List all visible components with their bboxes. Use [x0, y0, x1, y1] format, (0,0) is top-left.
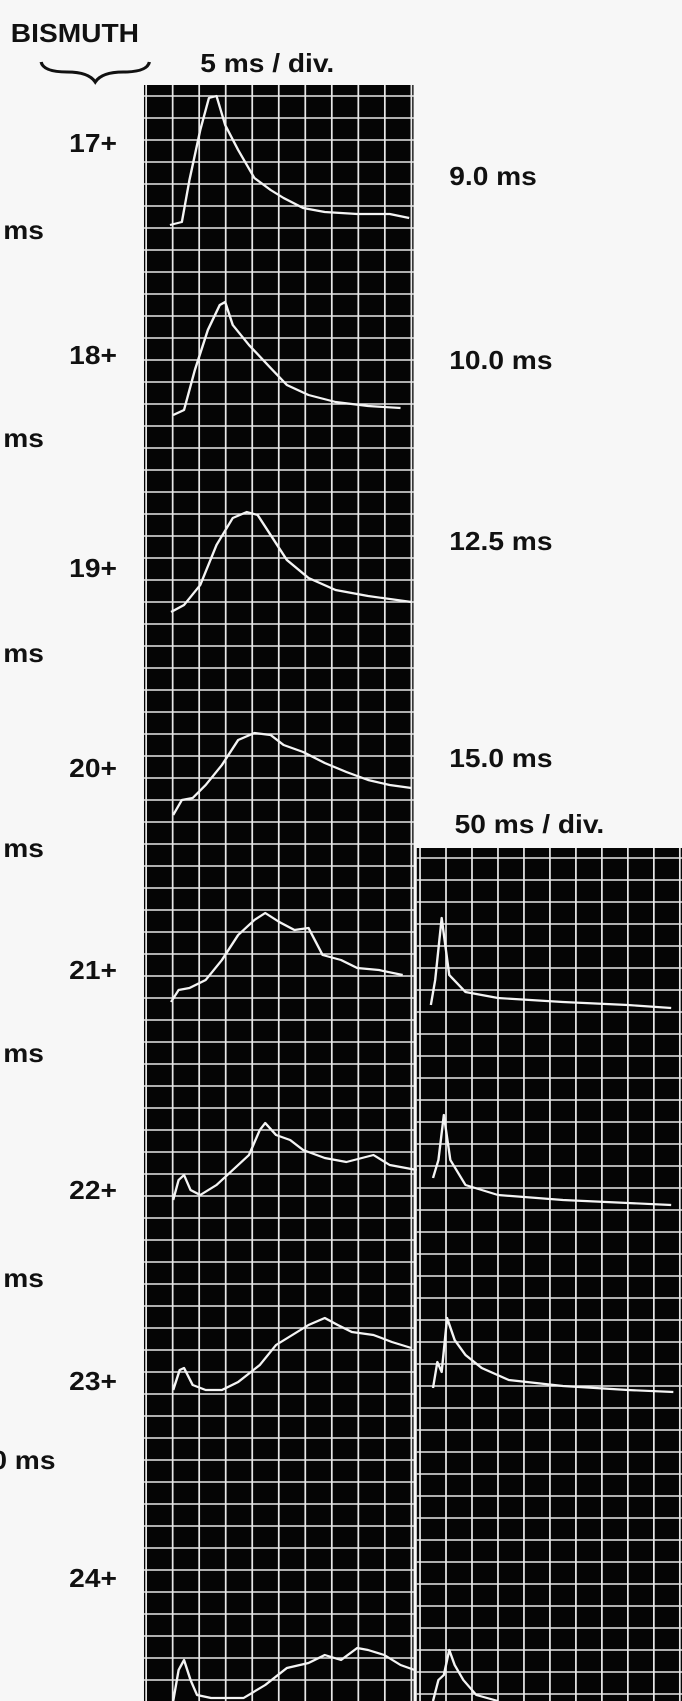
- trace-label: 19+: [69, 553, 117, 583]
- trace-label: 18+: [69, 340, 117, 370]
- scale-label: 5 ms / div.: [200, 48, 334, 78]
- edge-label: ms: [3, 423, 44, 453]
- trace-label: 23+: [69, 1366, 117, 1396]
- trace-label: 17+: [69, 128, 117, 158]
- edge-label: ms: [3, 833, 44, 863]
- time-label: 15.0 ms: [449, 743, 552, 773]
- edge-label: ms: [3, 638, 44, 668]
- trace-label: 20+: [69, 753, 117, 783]
- trace-label: 24+: [69, 1563, 117, 1593]
- figure: BISMUTH 5 ms / div. 50 ms / div. 17+ 18+…: [0, 0, 682, 1701]
- scale-label: 50 ms / div.: [455, 809, 605, 839]
- time-label: 12.5 ms: [449, 526, 552, 556]
- edge-label: ms: [3, 1263, 44, 1293]
- time-label: 10.0 ms: [449, 345, 552, 375]
- trace-label: 22+: [69, 1175, 117, 1205]
- edge-label: ms: [3, 1038, 44, 1068]
- title: BISMUTH: [11, 18, 139, 48]
- edge-label: 0 ms: [0, 1445, 55, 1475]
- edge-label: ms: [3, 215, 44, 245]
- time-label: 9.0 ms: [449, 161, 537, 191]
- trace-label: 21+: [69, 955, 117, 985]
